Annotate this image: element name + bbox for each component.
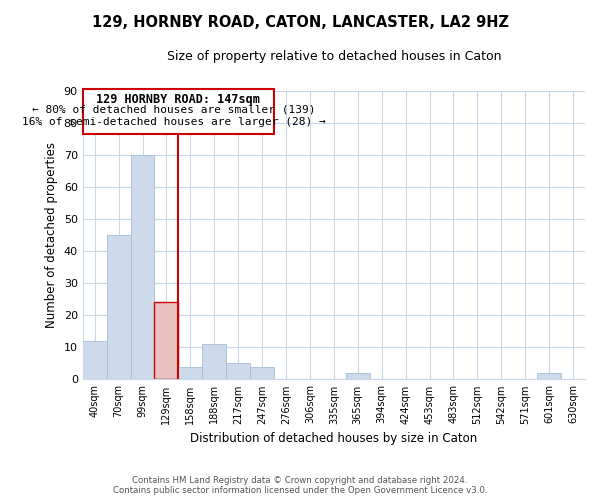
Bar (154, 302, 178, 380)
Bar (131, 155, 154, 380)
Bar (202, 344, 226, 380)
Bar (250, 366, 274, 380)
Bar (537, 373, 561, 380)
Text: 16% of semi-detached houses are larger (28) →: 16% of semi-detached houses are larger (… (22, 117, 325, 127)
X-axis label: Distribution of detached houses by size in Caton: Distribution of detached houses by size … (190, 432, 478, 445)
Text: 129 HORNBY ROAD: 147sqm: 129 HORNBY ROAD: 147sqm (97, 93, 260, 106)
Text: Contains HM Land Registry data © Crown copyright and database right 2024.
Contai: Contains HM Land Registry data © Crown c… (113, 476, 487, 495)
Bar (226, 364, 250, 380)
Text: 129, HORNBY ROAD, CATON, LANCASTER, LA2 9HZ: 129, HORNBY ROAD, CATON, LANCASTER, LA2 … (91, 15, 509, 30)
Bar (107, 235, 131, 380)
Title: Size of property relative to detached houses in Caton: Size of property relative to detached ho… (167, 50, 501, 63)
Y-axis label: Number of detached properties: Number of detached properties (45, 142, 58, 328)
Bar (346, 373, 370, 380)
Bar (178, 366, 202, 380)
Text: ← 80% of detached houses are smaller (139): ← 80% of detached houses are smaller (13… (32, 105, 316, 115)
Bar (83, 341, 107, 380)
FancyBboxPatch shape (83, 89, 274, 134)
